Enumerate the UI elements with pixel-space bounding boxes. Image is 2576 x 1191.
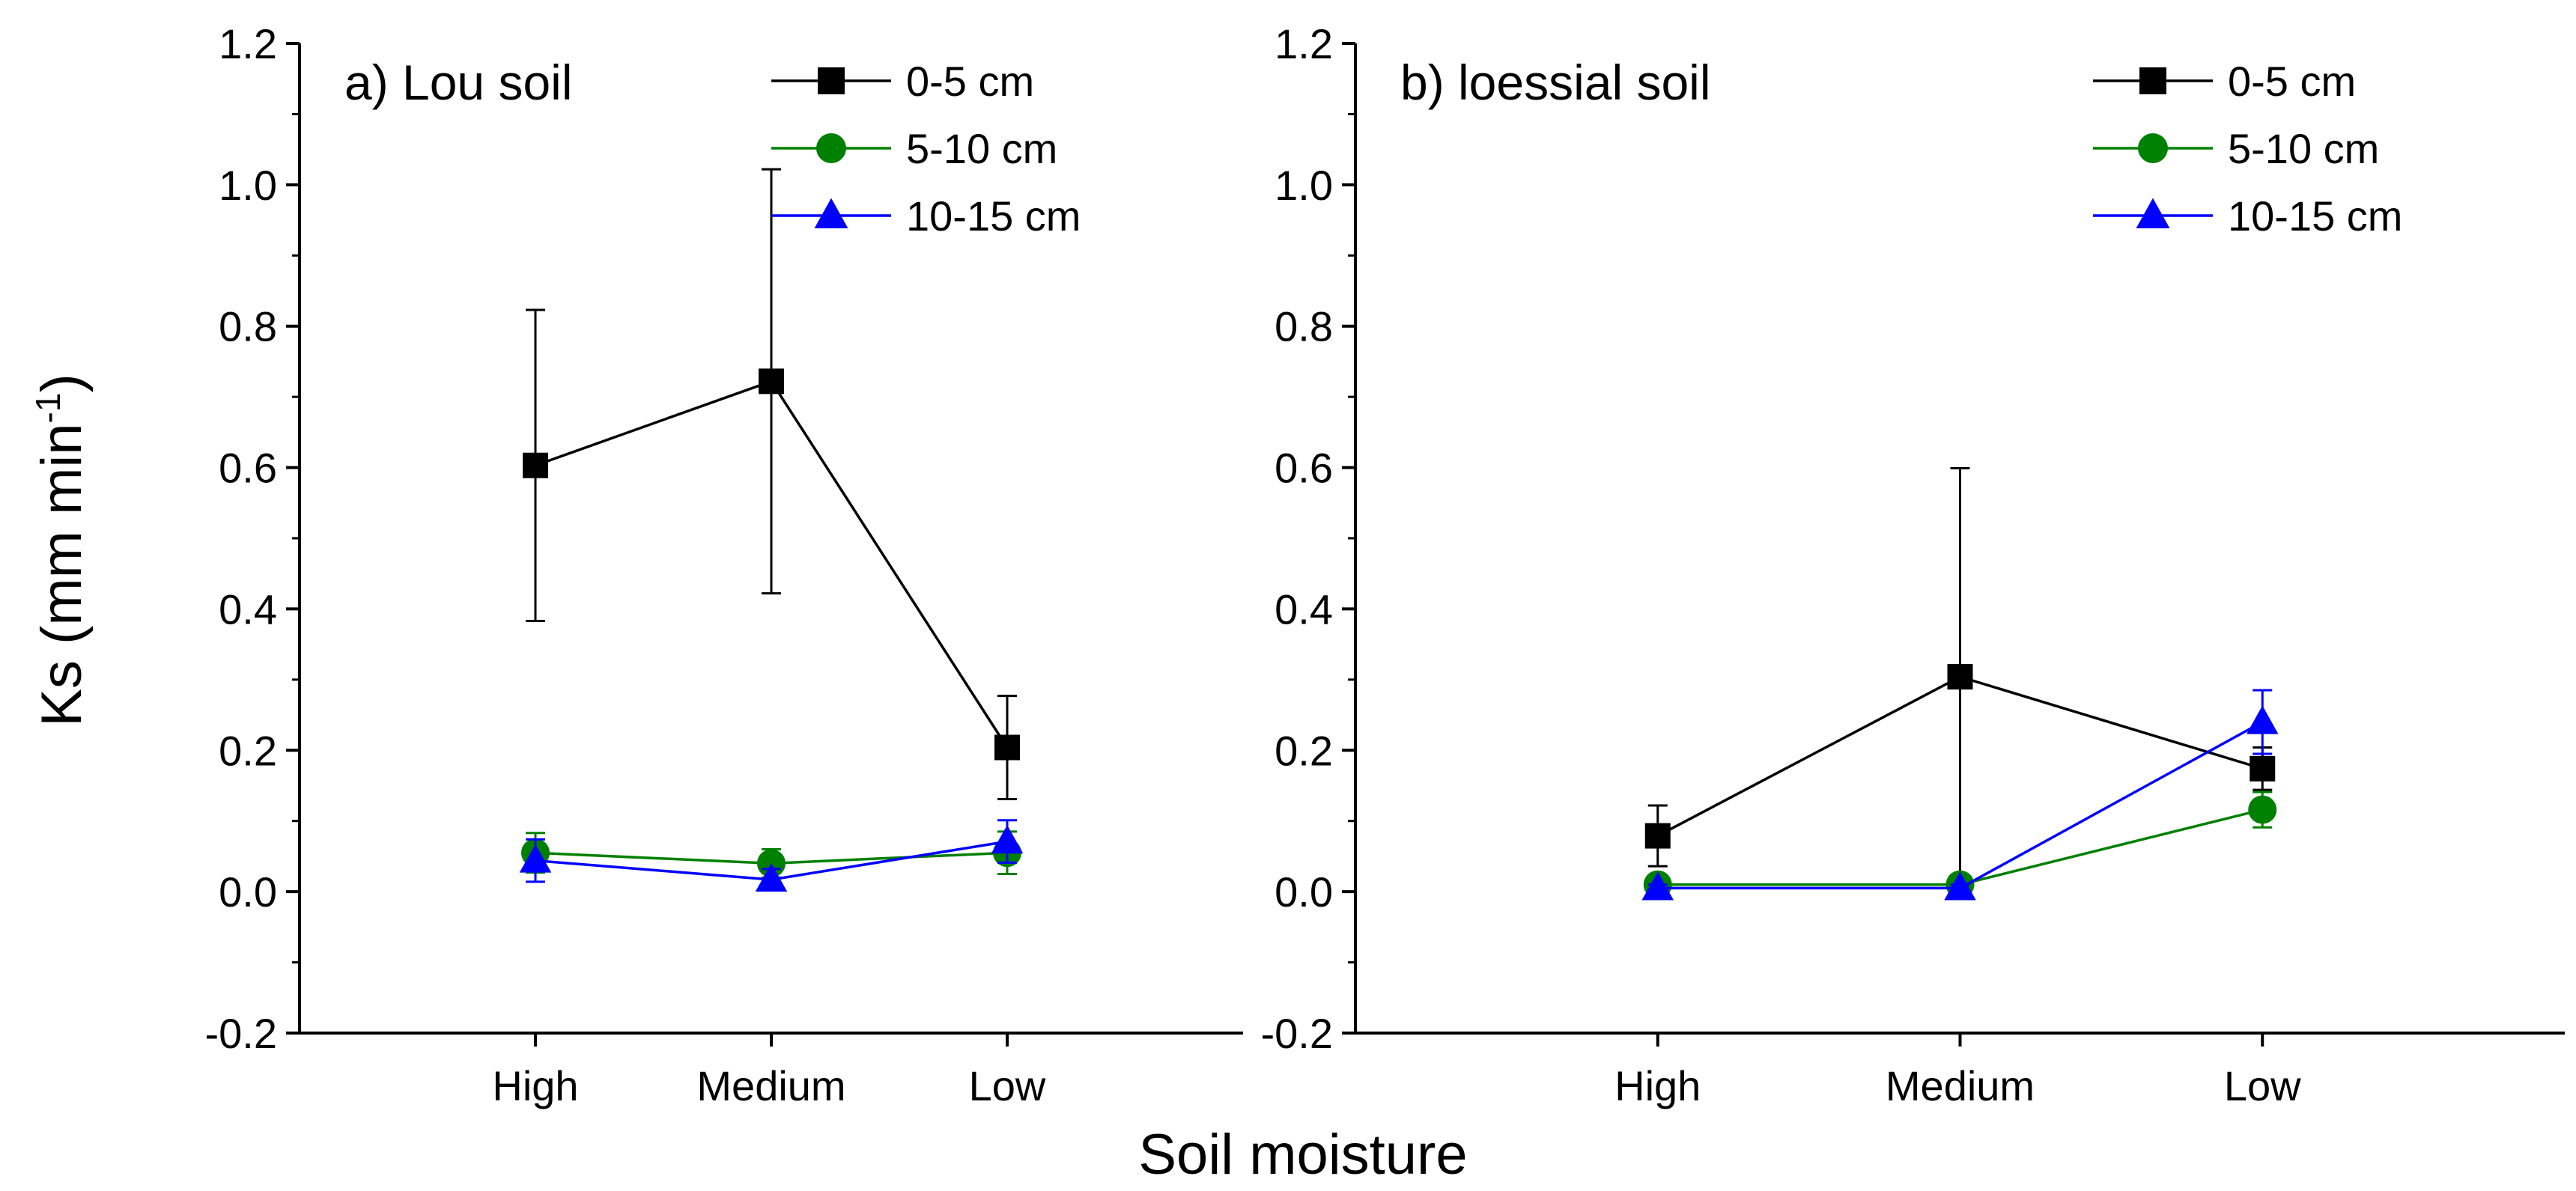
y-axis-title: Ks (mm min-1) [28, 374, 94, 727]
x-tick-label: Low [969, 1062, 1046, 1109]
legend-marker-square [2139, 67, 2166, 94]
y-tick-label: 0.0 [1275, 868, 1333, 916]
y-tick-label: 0.6 [219, 445, 277, 492]
legend-marker-circle [2138, 133, 2168, 163]
y-axis-title-main: Ks (mm min [30, 423, 94, 726]
legend-label: 10-15 cm [2228, 192, 2402, 240]
panel-b-loessial-soil: -0.2 0.0 0.2 0.4 0.6 0.8 1.0 1.2 High Medium Low b)… [1261, 20, 2565, 1109]
panel-a-lou-soil: -0.2 0.0 0.2 0.4 0.6 0.8 1.0 1.2 High Medium Low a)… [205, 20, 1243, 1109]
series-10-15-cm [519, 819, 1024, 892]
legend-entry: 10-15 cm [2093, 192, 2402, 240]
legend-entry: 5-10 cm [2093, 125, 2379, 172]
y-tick-label: 1.0 [1275, 162, 1333, 209]
legend-entry: 10-15 cm [771, 192, 1081, 240]
series-0-5-cm [1644, 467, 2276, 887]
x-tick-label: High [1614, 1062, 1701, 1109]
y-tick-label: -0.2 [1261, 1010, 1334, 1057]
legend-entry: 0-5 cm [771, 58, 1034, 105]
y-axis-title-close: ) [30, 374, 94, 392]
x-tick-label: Medium [1886, 1062, 2035, 1109]
y-tick-label: 0.4 [1275, 585, 1333, 633]
y-tick-label: 0.2 [1275, 727, 1333, 774]
y-tick-label: 1.2 [219, 20, 277, 67]
legend-label: 10-15 cm [906, 192, 1081, 240]
y-tick-label: 0.0 [219, 868, 277, 916]
data-point-square [523, 452, 548, 478]
data-point-triangle [991, 824, 1024, 854]
x-tick-label: Low [2224, 1062, 2301, 1109]
data-point-triangle [519, 844, 552, 873]
data-point-triangle [1944, 871, 1976, 901]
data-point-square [1644, 823, 1671, 849]
legend-label: 5-10 cm [2228, 125, 2379, 172]
data-point-triangle [755, 862, 788, 892]
legend-marker-circle [816, 133, 846, 163]
legend-entry: 5-10 cm [771, 125, 1057, 172]
legend-marker-square [818, 67, 845, 94]
x-axis-title: Soil moisture [1138, 1123, 1467, 1187]
data-point-square [994, 734, 1020, 761]
legend-marker-triangle [2136, 198, 2170, 229]
data-point-triangle [2247, 705, 2279, 734]
panel-title: b) loessial soil [1400, 55, 1711, 110]
legend-marker-triangle [814, 198, 848, 229]
series-0-5-cm [523, 168, 1020, 800]
legend-label: 5-10 cm [906, 125, 1057, 172]
x-tick-label: Medium [696, 1062, 845, 1109]
panel-title: a) Lou soil [344, 55, 573, 110]
y-tick-label: 0.4 [219, 585, 277, 633]
series-10-15-cm [1641, 689, 2279, 901]
legend-label: 0-5 cm [2228, 58, 2356, 105]
y-axis-title-superscript: -1 [28, 393, 67, 424]
data-point-square [1947, 664, 1973, 690]
y-tick-label: -0.2 [205, 1010, 278, 1057]
y-tick-label: 0.2 [219, 727, 277, 774]
data-point-square [2250, 755, 2276, 782]
x-tick-label: High [492, 1062, 578, 1109]
data-point-circle [2248, 795, 2277, 824]
y-tick-label: 0.8 [219, 303, 277, 350]
legend-label: 0-5 cm [906, 58, 1034, 105]
data-point-triangle [1641, 871, 1674, 901]
data-point-square [759, 368, 784, 395]
y-tick-label: 0.8 [1275, 303, 1333, 350]
y-tick-label: 1.2 [1275, 20, 1333, 67]
y-tick-label: 0.6 [1275, 445, 1333, 492]
legend-entry: 0-5 cm [2093, 58, 2356, 105]
y-tick-label: 1.0 [219, 162, 277, 209]
